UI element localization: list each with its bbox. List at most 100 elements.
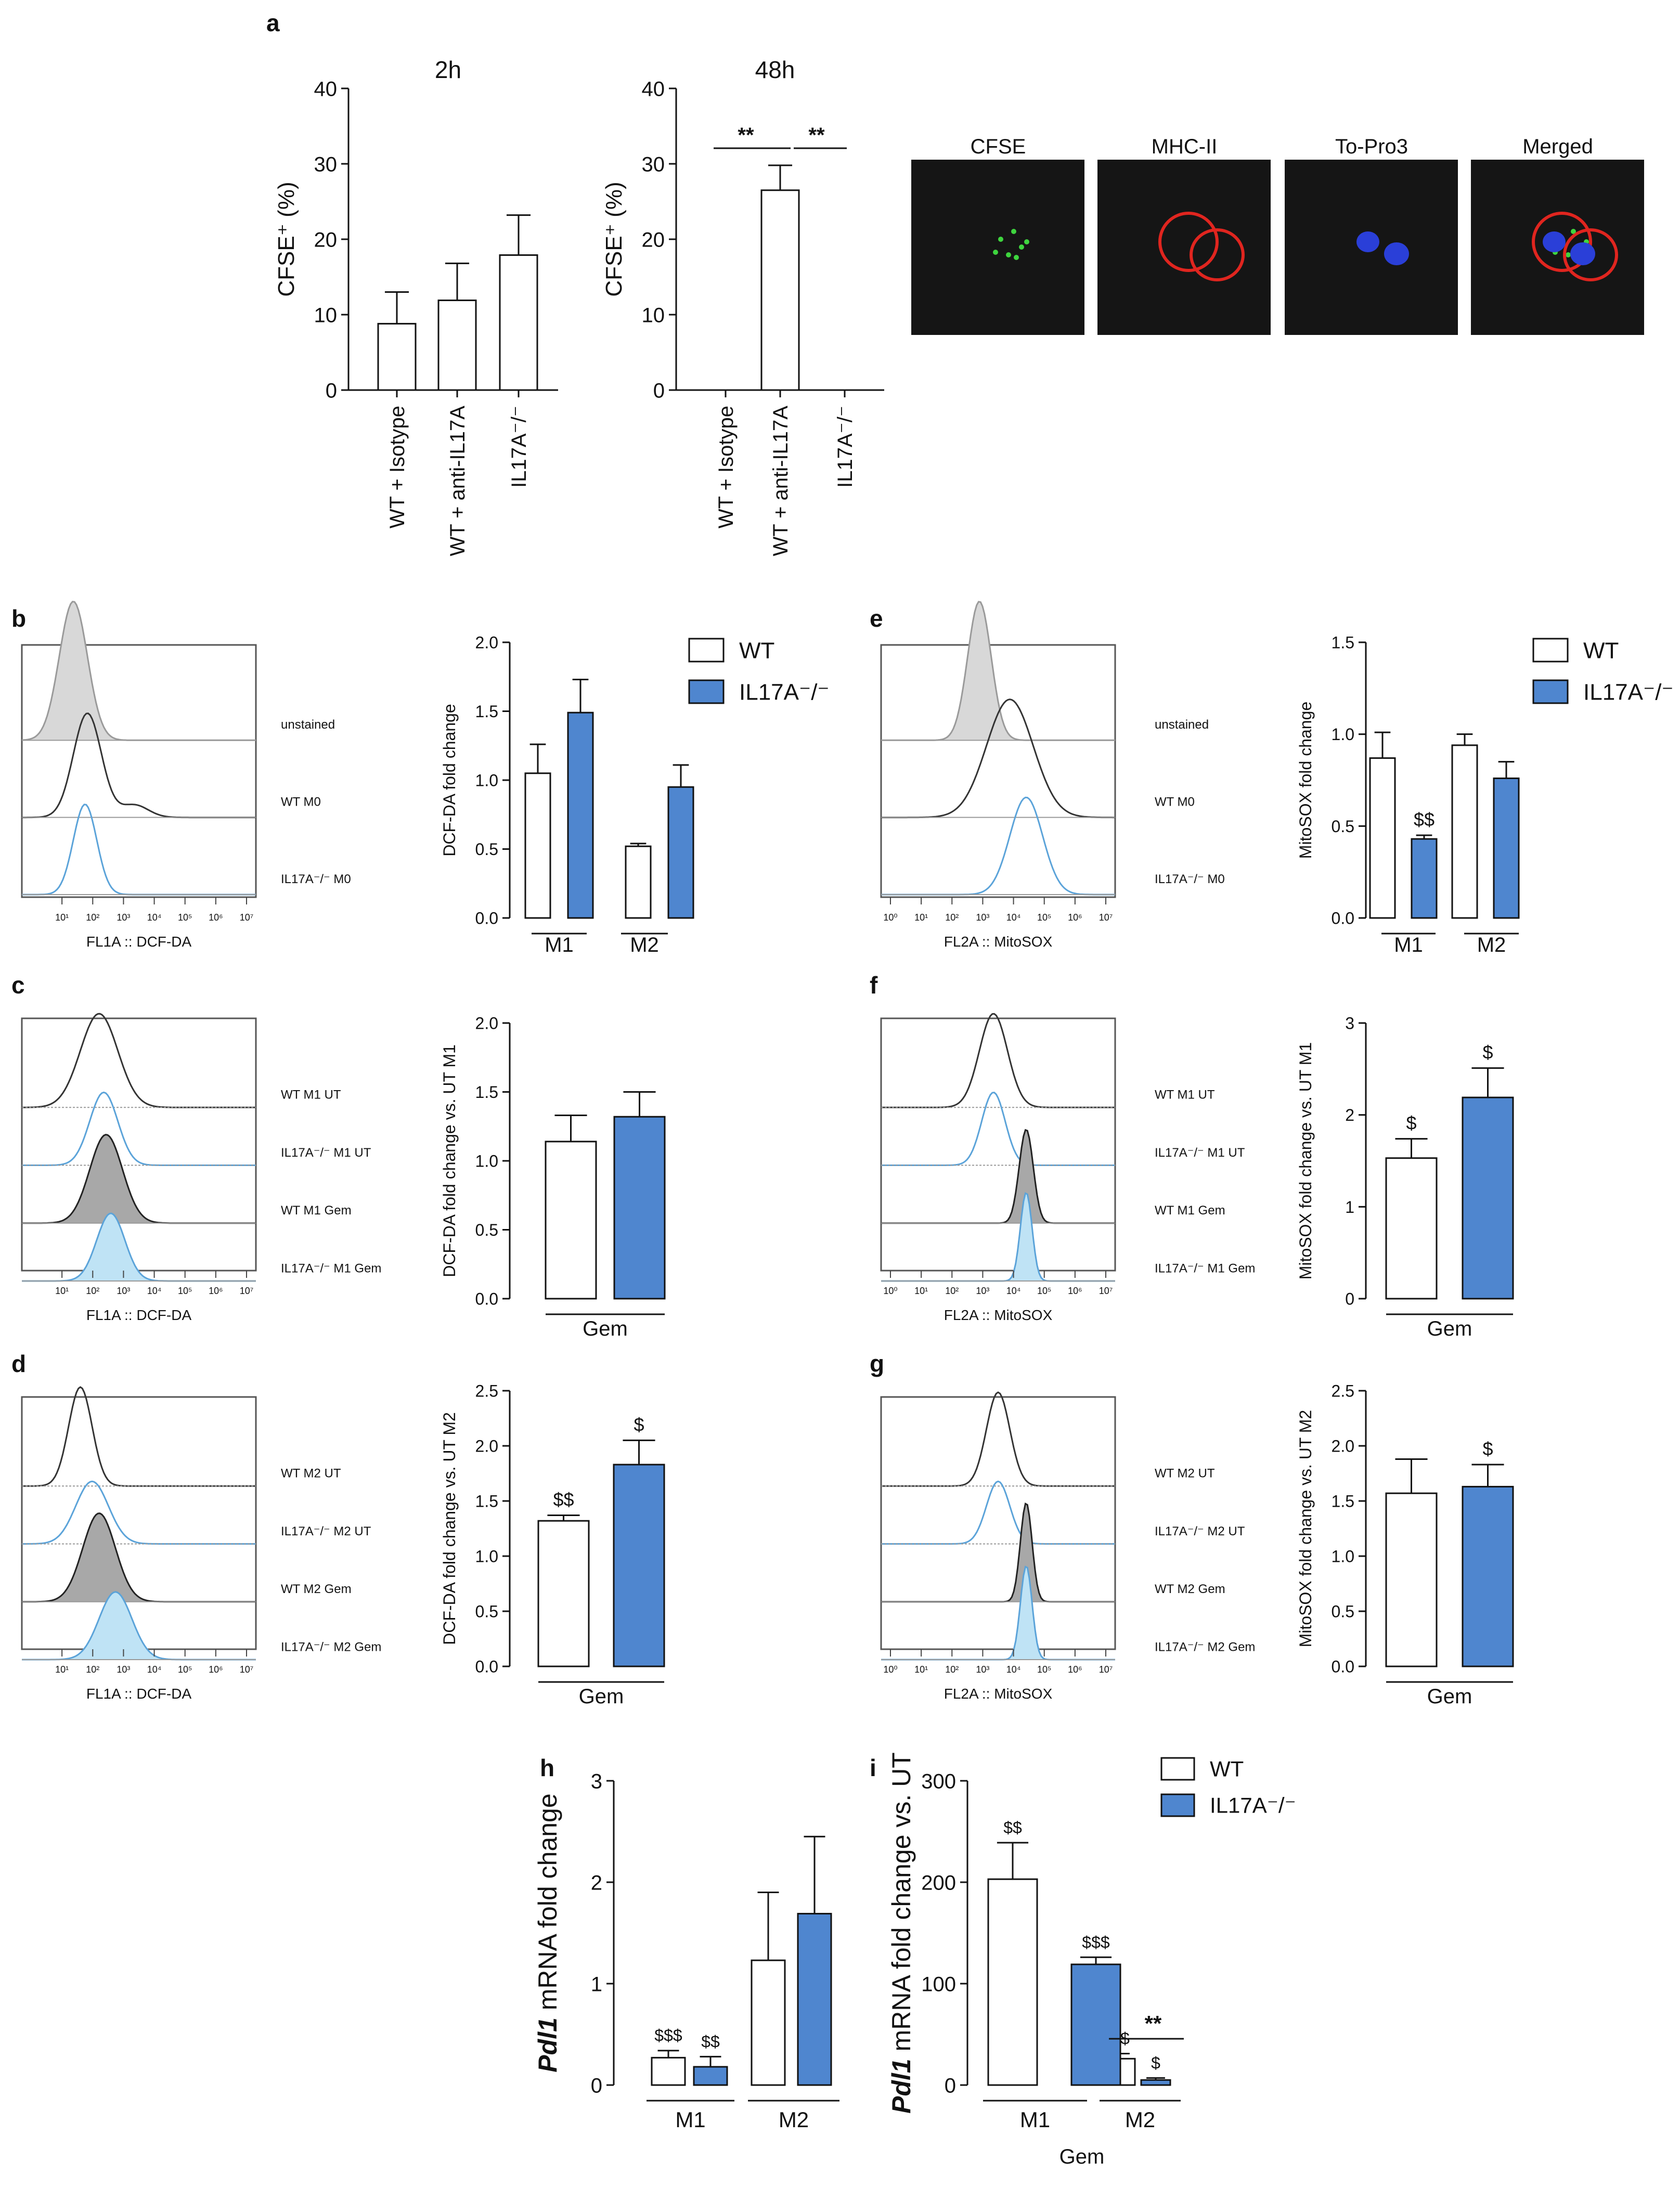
- cfse-signal: [1014, 255, 1019, 260]
- histogram-trace-label: IL17A⁻/⁻ M2 Gem: [281, 1640, 381, 1654]
- cfse-signal: [1006, 252, 1011, 257]
- flow-axis-tick-label: 10²: [945, 1286, 959, 1296]
- y-tick-label: 0: [591, 2074, 602, 2097]
- histogram-hist_b: unstained WT M0 IL17A⁻/⁻ M0 10¹ 10² 10³ 10⁴ 10⁵…: [21, 601, 351, 950]
- bar: [625, 845, 652, 919]
- y-tick-label: 0.5: [1332, 1602, 1354, 1621]
- cfse-signal: [1011, 229, 1016, 234]
- histogram-hist_f: WT M1 UT IL17A⁻/⁻ M1 UT WT M1 Gem IL17A⁻/⁻ …: [880, 1013, 1255, 1323]
- flow-axis-tick-label: 10⁵: [178, 912, 192, 923]
- flow-axis-tick-label: 10¹: [914, 912, 928, 923]
- significance-mark: **: [738, 124, 754, 147]
- flow-axis-tick-label: 10⁴: [1006, 1664, 1021, 1675]
- panel-label-a: a: [266, 9, 280, 36]
- bar: [1462, 1485, 1514, 1667]
- flow-axis-tick-label: 10⁶: [209, 1286, 223, 1296]
- chart-d: 0.0 0.5 1.0 1.5 2.0 2.5 DCF-DA fold change vs.…: [440, 1382, 665, 1708]
- group-label: M1: [1394, 934, 1423, 956]
- micrograph-mhc-ii: MHC-II: [1097, 135, 1271, 335]
- y-axis-gene: Pdl1: [887, 2059, 916, 2114]
- flow-axis-tick-label: 10⁶: [209, 912, 223, 923]
- micrograph-label: MHC-II: [1152, 135, 1218, 158]
- x-category-label: WT + Isotype: [386, 406, 409, 528]
- group-label: M2: [630, 934, 659, 956]
- group-label: M1: [545, 934, 574, 956]
- bar: [537, 1520, 590, 1667]
- y-tick-label: 1.0: [475, 1152, 498, 1171]
- histogram-trace-label: unstained: [281, 718, 335, 732]
- legend: WT IL17A⁻/⁻: [688, 638, 830, 705]
- y-axis-label: CFSE⁺ (%): [274, 182, 299, 296]
- histogram-x-label: FL2A :: MitoSOX: [944, 934, 1053, 950]
- flow-axis-tick-label: 10²: [945, 1664, 959, 1675]
- flow-axis-tick-label: 10⁴: [147, 1286, 162, 1296]
- mhc-signal: [1158, 212, 1219, 272]
- x-axis-label: Gem: [583, 1317, 628, 1340]
- y-tick-label: 0.5: [475, 1221, 498, 1239]
- nucleus-signal: [1543, 231, 1566, 252]
- histogram-trace-label: WT M2 UT: [1155, 1467, 1215, 1481]
- y-axis-gene: Pdl1: [533, 2017, 562, 2073]
- flow-axis-tick-label: 10⁷: [1099, 1664, 1113, 1675]
- micrograph-merged: Merged: [1471, 135, 1644, 335]
- histogram-trace-label: IL17A⁻/⁻ M2 Gem: [1155, 1640, 1255, 1654]
- x-axis-label: Gem: [1427, 1317, 1472, 1340]
- cfse-signal: [993, 250, 998, 255]
- flow-axis-tick-label: 10⁷: [1099, 912, 1113, 923]
- bar: [1493, 777, 1520, 919]
- bar: [499, 254, 538, 391]
- bar: [1451, 744, 1478, 919]
- histogram-fill: [22, 1134, 256, 1223]
- cfse-signal: [1571, 229, 1576, 234]
- panel-label-c: c: [11, 972, 25, 999]
- bar: [1385, 1492, 1438, 1667]
- flow-axis-tick-label: 10⁷: [1099, 1286, 1113, 1296]
- histogram-frame: [21, 1396, 257, 1650]
- chart-b: 0.0 0.5 1.0 1.5 2.0 DCF-DA fold change M1 M2: [440, 633, 694, 956]
- histogram-trace-label: WT M1 UT: [281, 1088, 341, 1102]
- y-tick-label: 1.5: [475, 1492, 498, 1511]
- bar: [1140, 2079, 1171, 2086]
- y-tick-label: 2.0: [475, 1437, 498, 1456]
- x-category-label: IL17A⁻/⁻: [834, 406, 857, 488]
- mhc-signal: [1563, 228, 1618, 281]
- group-label: M2: [1477, 934, 1506, 956]
- micrograph-bg: [1097, 160, 1271, 335]
- dollar-significance: $: [1406, 1112, 1416, 1134]
- bar: [437, 299, 477, 391]
- significance-mark: **: [808, 124, 825, 147]
- histogram-fill: [22, 601, 256, 741]
- panel-label-f: f: [870, 972, 878, 999]
- bar: [1070, 1963, 1121, 2086]
- dollar-significance: $: [1482, 1042, 1493, 1063]
- micrograph-label: To-Pro3: [1335, 135, 1408, 158]
- y-tick-label: 1.0: [475, 771, 498, 790]
- legend-label-ko: IL17A⁻/⁻: [739, 679, 830, 705]
- bar: [987, 1878, 1038, 2086]
- legend: WT IL17A⁻/⁻: [1160, 1757, 1296, 1818]
- y-axis-label: DCF-DA fold change vs. UT M2: [440, 1412, 459, 1645]
- y-tick-label: 1: [1345, 1198, 1354, 1217]
- flow-axis-tick-label: 10⁵: [1037, 912, 1051, 923]
- bar: [760, 189, 800, 391]
- flow-axis-tick-label: 10³: [117, 1664, 130, 1675]
- y-tick-label: 0.0: [1332, 1658, 1354, 1676]
- y-tick-label: 0.0: [475, 909, 498, 928]
- flow-axis-tick-label: 10⁰: [883, 912, 897, 923]
- chart-e: 0.0 0.5 1.0 1.5 MitoSOX fold change $$ M1 M2: [1296, 633, 1520, 956]
- flow-axis-tick-label: 10⁶: [1068, 912, 1082, 923]
- histogram-frame: [880, 1396, 1116, 1650]
- legend-label-wt: WT: [739, 638, 774, 663]
- y-tick-label: 1.0: [1332, 725, 1354, 744]
- y-tick-label: 1.5: [475, 1083, 498, 1102]
- flow-axis-tick-label: 10⁴: [147, 912, 162, 923]
- y-tick-label: 2: [1345, 1106, 1354, 1124]
- flow-axis-tick-label: 10⁶: [1068, 1286, 1082, 1296]
- y-tick-label: 20: [642, 228, 665, 251]
- dollar-significance: $$: [701, 2032, 720, 2051]
- flow-axis-tick-label: 10⁵: [1037, 1664, 1051, 1675]
- chart-c: 0.0 0.5 1.0 1.5 2.0 DCF-DA fold change vs. UT…: [440, 1014, 666, 1340]
- histogram-frame: [21, 1017, 257, 1272]
- y-tick-label: 2.5: [1332, 1382, 1354, 1401]
